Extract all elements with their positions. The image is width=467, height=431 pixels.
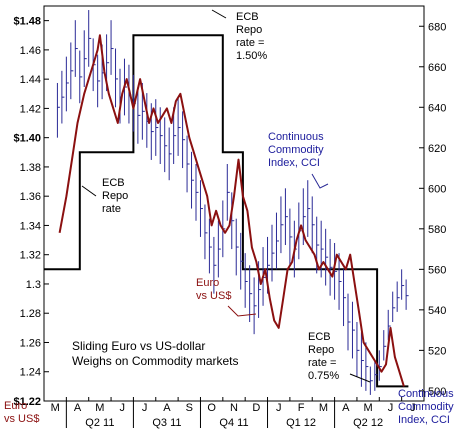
annotation-cci: Continuous Commodity Index, CCI	[268, 131, 327, 169]
left-tick-label: 1.3	[26, 279, 41, 291]
right-tick-label: 540	[428, 305, 446, 317]
month-label: J	[410, 402, 416, 414]
left-tick-label: 1.24	[20, 367, 41, 379]
leader-repo-075	[349, 373, 371, 383]
right-tick-label: 660	[428, 62, 446, 74]
month-label: S	[186, 402, 193, 414]
x-axis-ticks: M A M J J A S O N D J F M A M J J Q2 11 Q3 11 Q4 11 Q1 12 Q2 …	[43, 397, 425, 429]
left-tick-label: 1.44	[20, 74, 41, 86]
quarter-label: Q1 12	[286, 417, 316, 429]
month-label: J	[276, 402, 282, 414]
annotation-euro: Euro vs US$	[196, 277, 231, 302]
month-label: M	[51, 402, 60, 414]
annotation-repo: ECB Repo rate	[102, 177, 131, 215]
ecb-repo-line	[44, 34, 409, 388]
leader-repo-150	[211, 9, 227, 19]
month-label: A	[342, 402, 350, 414]
left-axis-ticks: $1.48 1.46 1.44 1.42 $1.40 1.38 1.36 1.34 1.32 1.…	[13, 16, 49, 408]
annotation-repo-075: ECB Repo rate = 0.75%	[308, 331, 340, 382]
right-tick-label: 600	[428, 183, 446, 195]
left-tick-label: $1.48	[13, 16, 41, 28]
cci-series	[56, 10, 409, 395]
plot-frame	[43, 5, 425, 402]
month-label: J	[142, 402, 148, 414]
annotation-repo-150: ECB Repo rate = 1.50%	[236, 11, 268, 62]
ecb-repo-rate-series	[44, 34, 409, 388]
leader-repo	[81, 185, 97, 197]
month-label: O	[207, 402, 216, 414]
month-label: J	[119, 402, 125, 414]
left-tick-label: 1.32	[20, 250, 41, 262]
left-tick-label: 1.36	[20, 191, 41, 203]
month-label: F	[298, 402, 305, 414]
month-label: J	[388, 402, 394, 414]
month-label: A	[74, 402, 82, 414]
quarter-label: Q4 11	[219, 417, 248, 429]
right-tick-label: 680	[428, 21, 446, 33]
quarter-label: Q2 11	[85, 417, 114, 429]
annotation-leaders	[81, 9, 371, 383]
right-axis-bottom-label: Continuous Commodity Index, CCI	[398, 388, 457, 426]
left-tick-label: 1.42	[20, 103, 41, 115]
month-label: A	[163, 402, 171, 414]
left-tick-label: 1.46	[20, 45, 41, 57]
leader-cci	[311, 173, 329, 189]
month-label: M	[319, 402, 328, 414]
month-label: D	[252, 402, 260, 414]
right-tick-label: 520	[428, 345, 446, 357]
left-tick-label: 1.28	[20, 308, 41, 320]
chart-caption: Sliding Euro vs US-dollar Weighs on Comm…	[72, 339, 239, 368]
right-tick-label: 560	[428, 264, 446, 276]
left-tick-label: $1.22	[13, 396, 41, 408]
left-axis-bottom-label: Euro vs US$	[4, 400, 39, 425]
month-label: M	[364, 402, 373, 414]
left-tick-label: 1.38	[20, 162, 41, 174]
quarter-label: Q2 12	[353, 417, 383, 429]
right-tick-label: 580	[428, 224, 446, 236]
leader-euro	[227, 305, 257, 317]
right-tick-label: 620	[428, 143, 446, 155]
left-tick-label: 1.26	[20, 337, 41, 349]
euro-usd-series	[58, 34, 405, 387]
euro-line	[58, 34, 405, 387]
month-label: N	[230, 402, 238, 414]
right-tick-label: 640	[428, 102, 446, 114]
left-tick-label: $1.40	[13, 133, 41, 145]
right-axis-ticks: 680 660 640 620 600 580 560 540 520 500	[419, 21, 446, 398]
month-label: M	[95, 402, 104, 414]
left-tick-label: 1.34	[20, 220, 41, 232]
right-tick-label: 500	[428, 386, 446, 398]
quarter-label: Q3 11	[152, 417, 181, 429]
